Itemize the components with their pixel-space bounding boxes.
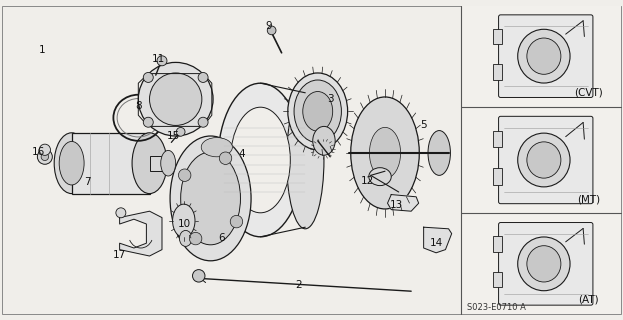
Bar bbox=[72, 133, 150, 194]
Bar bbox=[462, 6, 621, 107]
Ellipse shape bbox=[518, 29, 570, 83]
Circle shape bbox=[198, 117, 208, 127]
Ellipse shape bbox=[428, 131, 450, 175]
Circle shape bbox=[176, 127, 185, 136]
FancyBboxPatch shape bbox=[498, 116, 593, 204]
Bar bbox=[462, 107, 621, 213]
Ellipse shape bbox=[231, 107, 290, 213]
Bar bbox=[493, 131, 502, 148]
Circle shape bbox=[178, 169, 191, 181]
Circle shape bbox=[189, 232, 202, 245]
Text: 15: 15 bbox=[166, 131, 180, 141]
Bar bbox=[150, 156, 168, 171]
Polygon shape bbox=[120, 211, 162, 256]
Ellipse shape bbox=[54, 133, 89, 194]
Text: 8: 8 bbox=[135, 100, 141, 111]
Ellipse shape bbox=[313, 126, 335, 155]
Circle shape bbox=[193, 270, 205, 282]
Circle shape bbox=[116, 208, 126, 218]
Text: S023-E0710 A: S023-E0710 A bbox=[467, 303, 526, 312]
Bar bbox=[462, 213, 621, 314]
Ellipse shape bbox=[518, 133, 570, 187]
Ellipse shape bbox=[161, 150, 176, 176]
Circle shape bbox=[39, 144, 50, 156]
Ellipse shape bbox=[179, 230, 192, 246]
Ellipse shape bbox=[170, 136, 251, 261]
Bar bbox=[493, 272, 502, 287]
Text: 12: 12 bbox=[361, 176, 374, 186]
Ellipse shape bbox=[527, 246, 561, 282]
Ellipse shape bbox=[181, 152, 240, 245]
Text: (MT): (MT) bbox=[577, 194, 600, 204]
Text: 10: 10 bbox=[178, 219, 191, 229]
Ellipse shape bbox=[287, 91, 324, 229]
Circle shape bbox=[143, 72, 153, 83]
Ellipse shape bbox=[294, 80, 341, 143]
Text: 5: 5 bbox=[421, 120, 427, 130]
Ellipse shape bbox=[218, 83, 303, 237]
Circle shape bbox=[219, 152, 232, 164]
Text: 16: 16 bbox=[32, 147, 45, 157]
Ellipse shape bbox=[527, 38, 561, 74]
Ellipse shape bbox=[303, 92, 333, 131]
Ellipse shape bbox=[369, 168, 391, 186]
Text: (AT): (AT) bbox=[578, 295, 599, 305]
Bar bbox=[206, 141, 227, 154]
Bar bbox=[493, 64, 502, 80]
Text: 1: 1 bbox=[39, 44, 45, 55]
Text: 6: 6 bbox=[218, 233, 224, 244]
Ellipse shape bbox=[369, 127, 401, 179]
Ellipse shape bbox=[138, 62, 213, 136]
Text: 4: 4 bbox=[239, 148, 245, 159]
Text: 11: 11 bbox=[152, 54, 166, 64]
Ellipse shape bbox=[132, 133, 167, 194]
Ellipse shape bbox=[351, 97, 419, 209]
Circle shape bbox=[157, 56, 167, 66]
Ellipse shape bbox=[518, 237, 570, 291]
Bar bbox=[493, 236, 502, 252]
Text: (CVT): (CVT) bbox=[574, 87, 603, 97]
Ellipse shape bbox=[173, 204, 195, 237]
FancyBboxPatch shape bbox=[498, 222, 593, 305]
Text: 3: 3 bbox=[327, 94, 333, 104]
Circle shape bbox=[267, 26, 276, 35]
Bar bbox=[493, 29, 502, 44]
Ellipse shape bbox=[288, 73, 348, 150]
Text: 14: 14 bbox=[429, 238, 443, 248]
Circle shape bbox=[37, 149, 52, 164]
Text: 9: 9 bbox=[266, 20, 272, 31]
Text: 17: 17 bbox=[113, 250, 126, 260]
Text: 13: 13 bbox=[389, 200, 403, 210]
FancyBboxPatch shape bbox=[498, 15, 593, 98]
Ellipse shape bbox=[201, 138, 232, 157]
Circle shape bbox=[231, 215, 243, 228]
Bar bbox=[493, 168, 502, 185]
Circle shape bbox=[143, 117, 153, 127]
Ellipse shape bbox=[59, 141, 84, 185]
Circle shape bbox=[41, 153, 49, 161]
Circle shape bbox=[198, 72, 208, 83]
Polygon shape bbox=[138, 74, 212, 126]
Text: 7: 7 bbox=[84, 177, 90, 188]
Ellipse shape bbox=[150, 73, 202, 125]
Ellipse shape bbox=[527, 142, 561, 178]
Polygon shape bbox=[388, 195, 419, 211]
Polygon shape bbox=[424, 227, 452, 253]
Text: 2: 2 bbox=[296, 280, 302, 290]
